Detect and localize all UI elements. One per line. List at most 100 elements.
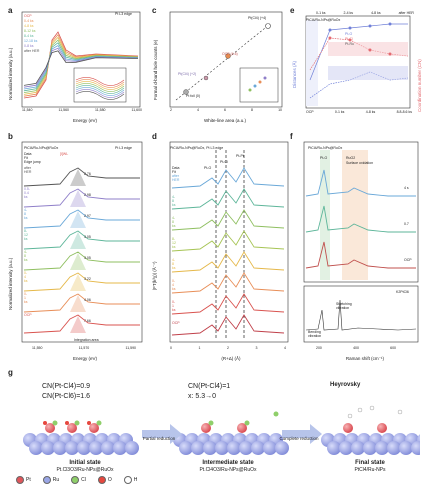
tick: 8.8-8.6 ks [396, 110, 412, 114]
cl-atom [96, 420, 102, 426]
o-atom [65, 421, 69, 425]
point-ocp [225, 53, 231, 59]
panel-label-f: f [290, 132, 293, 141]
panel-e-legend-item: Pt-O [345, 32, 353, 36]
state-label: 0.5-0.4 ks [24, 187, 31, 199]
inset-curve [75, 77, 125, 86]
panel-d-xticks: 0 1 2 3 4 [170, 346, 286, 350]
legend-item: Pt [16, 476, 31, 484]
panel-a-plot [21, 11, 141, 108]
panel-c-point-label: OCP (4.6) [222, 52, 238, 56]
panel-d-plot [169, 141, 289, 343]
legend-item: 4-8 ks [24, 24, 34, 28]
tick: 11,550 [32, 346, 43, 350]
tick: 3 [255, 346, 258, 350]
inset-curve [75, 79, 125, 88]
inset-curve [75, 91, 125, 100]
top-label: 2-4 ks [343, 11, 354, 15]
legend-label: O [107, 477, 112, 483]
ru-atom [275, 441, 289, 455]
wl-value: 3.05 [84, 235, 91, 239]
panel-c-point-label: Pt(Cl4) (+4) [248, 16, 267, 20]
point-ptcl2 [203, 75, 209, 81]
panel-label-a: a [8, 6, 13, 15]
inset-curve [75, 85, 125, 94]
state-label: 0-4 ks [24, 271, 28, 283]
wl-value: 3.22 [84, 277, 91, 281]
legend-item: Ru [42, 476, 59, 484]
tick: 11,600 [131, 108, 142, 112]
panel-label-d: d [152, 132, 157, 141]
point-pt-foil [183, 89, 189, 95]
xanes-fit-curve [23, 293, 140, 313]
intermediate-state-sub: Pt.Cl4O3/Ru-NPs@RuOx [199, 467, 257, 473]
panel-b-legend-wl: [I]WL [60, 152, 69, 156]
cl-atom [244, 420, 250, 426]
panel-f-sample: PtCl4/Ru-NPs@RuOx [308, 146, 343, 150]
ru-atom [251, 441, 265, 455]
final-state-title: Final state [355, 460, 385, 466]
h-atom [369, 405, 375, 411]
xanes-fit-curve [23, 314, 140, 334]
cl-atom [74, 420, 80, 426]
state-label: OCP [172, 321, 180, 325]
ru-atom [387, 441, 401, 455]
legend-dot [42, 476, 51, 484]
panel-b-plot [21, 141, 143, 343]
tick: 11,540 [22, 108, 33, 112]
wl-value: 7.66 [84, 319, 91, 323]
pt-atom [201, 423, 211, 433]
legend-item: Data [172, 166, 180, 170]
legend-item: 8-12 ks [24, 29, 36, 33]
arrow-2-label: Complete reduction [279, 436, 319, 441]
legend-dot [97, 476, 106, 484]
state-label: 8-12 ks [172, 237, 176, 249]
h-atom [397, 409, 403, 415]
xanes-fit-curve [23, 230, 140, 250]
panel-f-xticks: 200 400 600 [316, 346, 396, 350]
ru-atom [375, 441, 389, 455]
inset-curve [75, 89, 125, 98]
cl-atom [52, 420, 58, 426]
xanes-fit-curve [23, 188, 140, 208]
ru-atom [215, 441, 229, 455]
initial-state-title: Initial state [69, 460, 101, 466]
panel-e-ylabel-right: Coordination number (CN) [417, 59, 422, 112]
ru-atom [239, 441, 253, 455]
legend-item: Data [24, 152, 32, 156]
tick: 8 [251, 108, 253, 112]
panel-d-annot: Pt-O [204, 166, 212, 170]
xanes-curve [23, 39, 139, 93]
ru-atom [41, 441, 55, 455]
cn-line: CN(Pt-Cl4)=0.9 [42, 383, 91, 390]
initial-state-slab [23, 420, 139, 455]
legend-item: Fit [172, 170, 176, 174]
tick: 11,560 [58, 108, 69, 112]
ft-curve [171, 272, 285, 294]
tick: 2 [227, 346, 229, 350]
panel-f-ref-label: Bending vibration [308, 330, 322, 338]
tick: 4 [197, 108, 199, 112]
ru-atom [191, 441, 205, 455]
inset-curve [75, 81, 125, 90]
panel-c-point-label: Pt foil (0) [186, 94, 201, 98]
panel-b-ylabel: Normalized intensity (a.u.) [8, 257, 13, 310]
panel-e-xticks: OCP 0-1 ks 4-8 ks 8.8-8.6 ks [306, 110, 412, 114]
legend-dot [123, 476, 132, 484]
tick: 11,580 [95, 108, 106, 112]
state-label: OCP [24, 313, 32, 317]
ru-atom [203, 441, 217, 455]
panel-b-title: Pt L3 edge [115, 146, 132, 150]
panel-d-annot: Pt-Pt [236, 154, 244, 158]
xanes-curve [23, 44, 139, 90]
legend-item: 0-4 ks [24, 19, 34, 23]
panel-e-plot [305, 15, 411, 109]
panel-c-xlabel: White-line area (a.u.) [203, 118, 247, 123]
ft-curve [171, 293, 285, 315]
legend-item: O [97, 476, 112, 484]
panel-g-heyrovsky: Heyrovsky [330, 382, 361, 388]
legend-item: Edge jump [24, 160, 41, 164]
pt-atom [45, 423, 55, 433]
panel-b-xlabel: Energy (eV) [72, 356, 97, 361]
legend-item: after HER [24, 49, 40, 53]
